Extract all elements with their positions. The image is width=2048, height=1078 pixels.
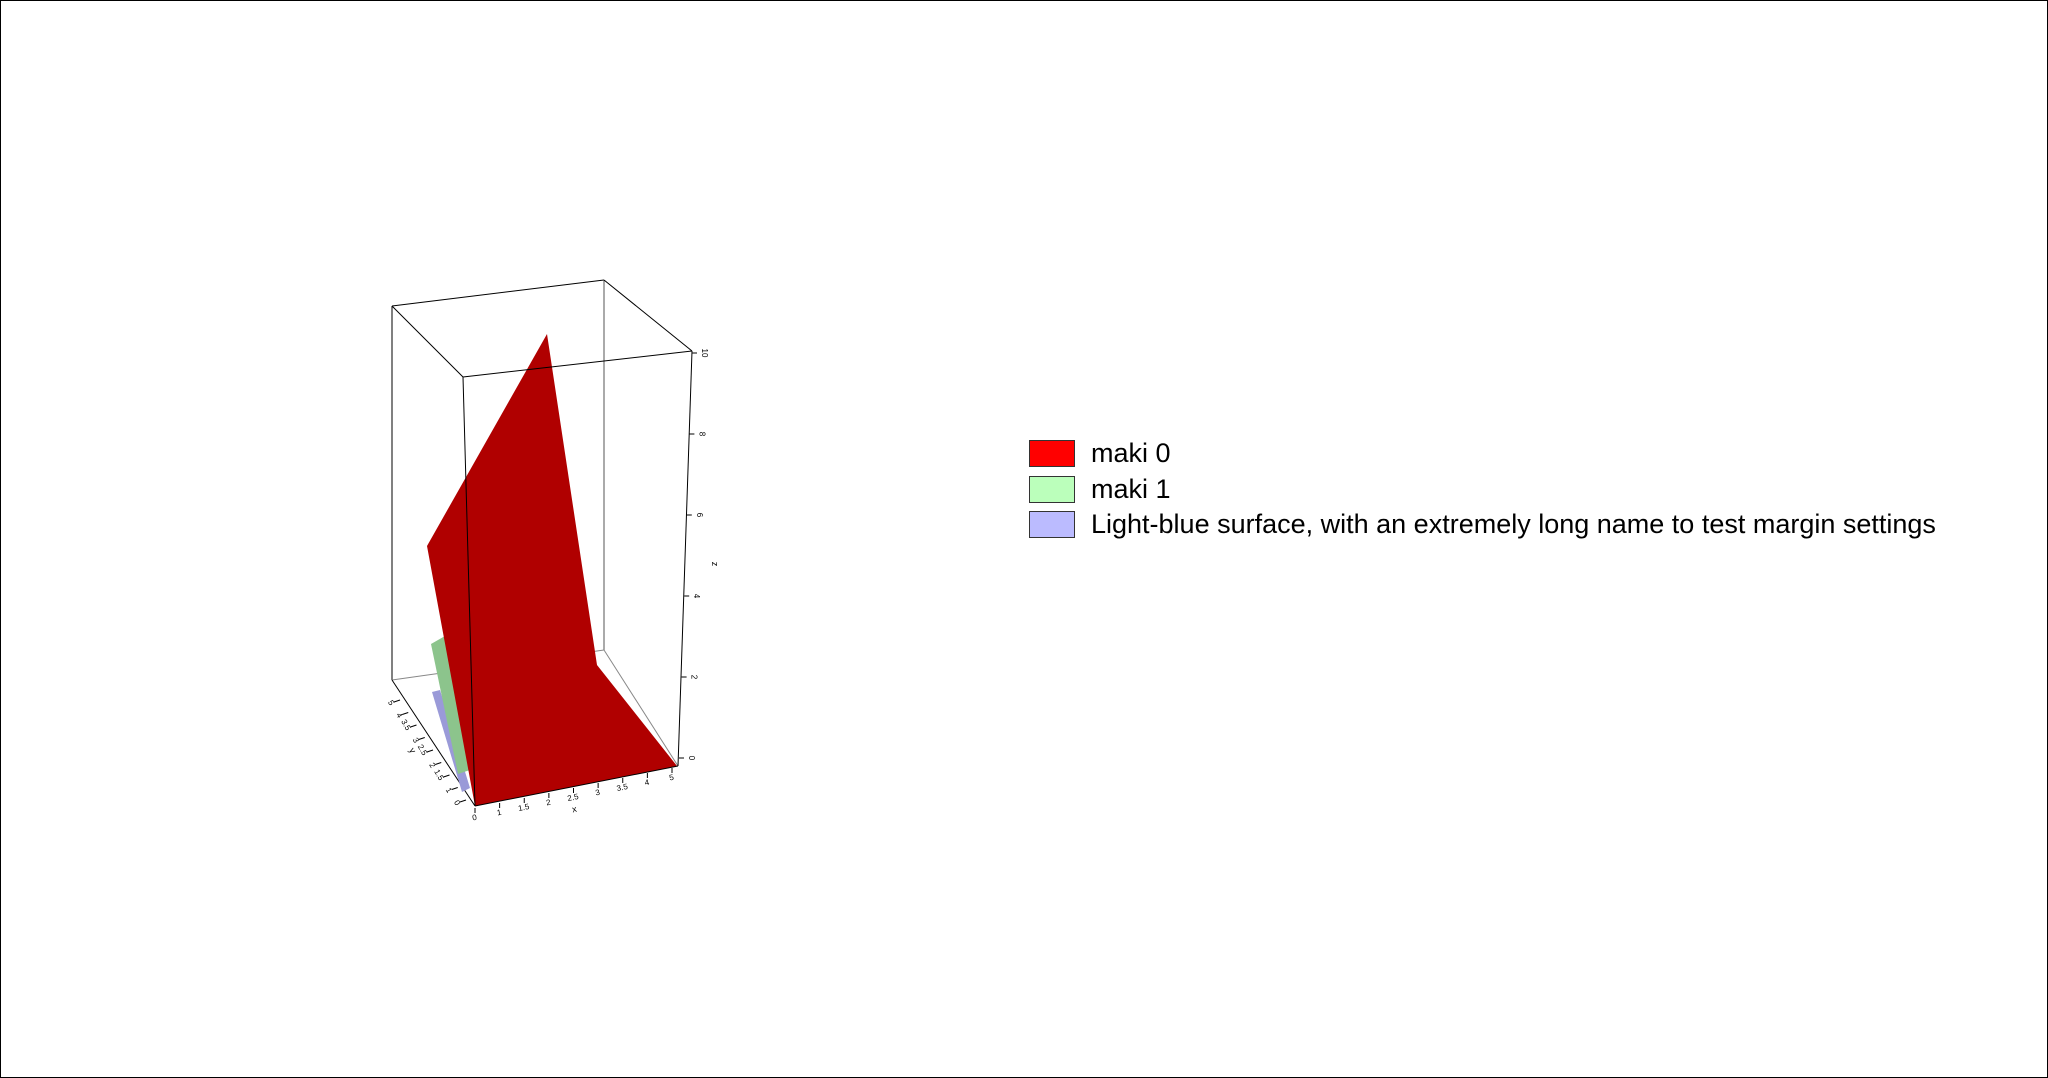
legend-swatch-0: [1029, 440, 1075, 468]
y-axis-tick-2: [443, 774, 450, 778]
y-axis-tick-label-1: 1: [444, 786, 454, 795]
y-axis-tick-7: [402, 712, 409, 715]
y-axis-tick-6: [410, 724, 417, 728]
legend-label-2: Light-blue surface, with an extremely lo…: [1091, 509, 1936, 540]
box-edge-top-right: [603, 279, 693, 352]
legend-label-0: maki 0: [1091, 438, 1171, 469]
legend-swatch-1: [1029, 475, 1075, 503]
legend-item-0: maki 0: [1029, 436, 1936, 472]
x-axis-tick-label-0: 0: [471, 813, 478, 823]
y-axis-tick-label-8: 5: [386, 699, 396, 708]
legend-swatch-2: [1029, 511, 1075, 539]
y-axis-tick-0: [459, 799, 467, 803]
bounding-box-front: [462, 350, 693, 807]
x-axis-tick-label-1: 1: [496, 808, 503, 818]
z-axis-tick-label-1: 2: [690, 675, 699, 680]
surfaces-group: [427, 334, 677, 806]
y-axis-title: y: [407, 746, 418, 755]
z-axis-tick-label-4: 8: [697, 432, 706, 437]
x-axis-tick-label-4: 2.5: [567, 792, 580, 803]
y-axis-tick-label-7: 4: [394, 711, 404, 720]
box-edge-front-bottom: [474, 765, 679, 807]
x-axis-tick-label-3: 2: [545, 798, 552, 808]
y-axis-tick-label-4: 2.5: [416, 743, 430, 758]
y-axis-tick-3: [435, 762, 442, 765]
y-axis-tick-label-2: 1.5: [432, 768, 446, 783]
x-axis-tick-label-2: 1.5: [517, 802, 530, 813]
x-axis-tick-label-5: 3: [594, 788, 601, 798]
y-axis-tick-5: [418, 737, 425, 740]
z-axis-title: z: [710, 562, 720, 567]
z-axis-tick-label-3: 6: [695, 513, 704, 518]
y-axis-tick-label-3: 2: [427, 761, 437, 770]
z-axis-tick-label-5: 10: [700, 349, 709, 358]
surface-maki-1-left-sliver: [431, 636, 470, 774]
z-axis-tick-label-2: 4: [692, 594, 701, 599]
box-edge-back-top: [391, 279, 605, 307]
y-axis-tick-1: [451, 787, 458, 790]
box-edge-top-left: [391, 305, 464, 378]
x-axis-tick-label-8: 5: [668, 773, 675, 783]
surface-maki-0: [427, 334, 677, 806]
legend: maki 0 maki 1 Light-blue surface, with a…: [1029, 436, 1936, 543]
legend-item-2: Light-blue surface, with an extremely lo…: [1029, 507, 1936, 543]
y-axis-tick-8: [393, 699, 401, 703]
x-axis-title: x: [571, 804, 578, 815]
z-axis-tick-label-0: 0: [687, 756, 696, 761]
x-axis-tick-label-7: 4: [644, 778, 651, 788]
box-edge-front-top: [462, 350, 693, 378]
legend-item-1: maki 1: [1029, 472, 1936, 508]
y-axis-tick-label-5: 3: [411, 736, 421, 745]
y-axis-tick-label-0: 0: [452, 799, 462, 808]
y-axis-tick-4: [426, 749, 434, 753]
y-axis-tick-label-6: 3.5: [399, 718, 413, 733]
legend-label-1: maki 1: [1091, 473, 1171, 504]
box-edge-front-left: [462, 376, 476, 807]
box-edge-front-right: [677, 350, 693, 767]
box-edge-bottom-right: [603, 649, 679, 767]
x-axis-tick-label-6: 3.5: [616, 782, 629, 793]
